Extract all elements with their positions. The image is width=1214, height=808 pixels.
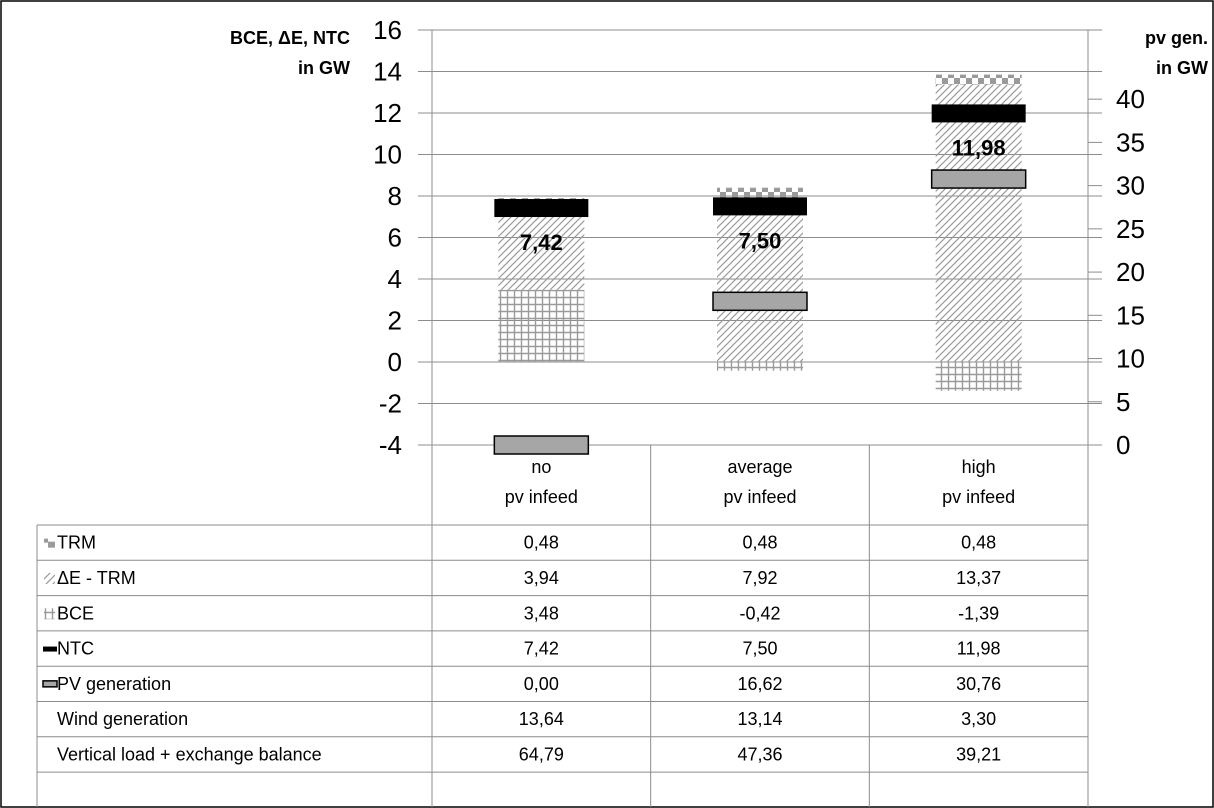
- category-label: pv infeed: [723, 487, 796, 507]
- series-label: NTC: [57, 639, 94, 659]
- bar-segment-delta-e: [498, 208, 585, 290]
- data-label: 7,50: [739, 228, 782, 253]
- table-cell: 0,48: [524, 533, 559, 553]
- right-tick-label: 35: [1116, 127, 1145, 157]
- bar-segment-delta-e: [717, 197, 803, 362]
- table-cell: 0,48: [742, 533, 777, 553]
- table-cell: 7,42: [524, 639, 559, 659]
- left-axis-title: in GW: [298, 58, 350, 78]
- category-label: no: [531, 457, 551, 477]
- left-tick-label: -2: [379, 389, 402, 419]
- table-cell: 64,79: [519, 744, 564, 764]
- table-cell: 7,50: [742, 639, 777, 659]
- category-label: average: [727, 457, 792, 477]
- bar-segment-trm: [717, 187, 803, 198]
- data-label: 7,42: [520, 230, 563, 255]
- legend-key: [42, 680, 58, 688]
- table-cell: 30,76: [956, 674, 1001, 694]
- legend-key: [43, 646, 57, 652]
- left-tick-label: 2: [388, 306, 402, 336]
- right-tick-label: 30: [1116, 171, 1145, 201]
- series-label: Vertical load + exchange balance: [57, 744, 322, 764]
- table-cell: 13,37: [956, 568, 1001, 588]
- table-cell: -0,42: [739, 603, 780, 623]
- right-tick-label: 10: [1116, 344, 1145, 374]
- table-cell: 39,21: [956, 744, 1001, 764]
- plot-area: -4 -2 0 2 4 6 8 10 12 14 16 0 5 10 15 20 25 30 35 40 BCE, ΔE…: [230, 15, 1208, 460]
- table-cell: 3,30: [961, 709, 996, 729]
- right-tick-label: 40: [1116, 84, 1145, 114]
- category-label: high: [962, 457, 996, 477]
- left-tick-label: 16: [373, 15, 402, 45]
- table-cell: -1,39: [958, 603, 999, 623]
- table-cell: 7,92: [742, 568, 777, 588]
- series-label: PV generation: [57, 674, 171, 694]
- series-label: Wind generation: [57, 709, 188, 729]
- table-cell: 13,14: [737, 709, 782, 729]
- legend-key: [44, 572, 55, 584]
- data-label: 11,98: [952, 135, 1006, 160]
- left-tick-label: 6: [388, 223, 402, 253]
- category-label: pv infeed: [505, 487, 578, 507]
- right-tick-label: 5: [1116, 387, 1130, 417]
- bar-segment-bce: [935, 362, 1022, 391]
- legend-table: no pv infeed average pv infeed high pv infeed…: [36, 445, 1089, 807]
- left-tick-label: 10: [373, 140, 402, 170]
- table-cell: 11,98: [957, 639, 1001, 659]
- series-label: BCE: [57, 603, 94, 623]
- marker-ntc: [494, 199, 589, 218]
- bar-segment-bce: [717, 362, 803, 371]
- left-tick-label: 8: [388, 181, 402, 211]
- left-axis-title: BCE, ΔE, NTC: [230, 28, 350, 48]
- marker-ntc: [713, 197, 807, 216]
- left-tick-label: 14: [373, 57, 402, 87]
- right-axis-title: in GW: [1156, 58, 1208, 78]
- bar-segment-delta-e: [935, 84, 1022, 362]
- right-tick-label: 20: [1116, 257, 1145, 287]
- bar-segment-bce: [498, 289, 585, 362]
- marker-pv-generation: [493, 435, 590, 455]
- series-label: TRM: [57, 533, 96, 553]
- category-label: pv infeed: [942, 487, 1015, 507]
- marker-pv-generation: [712, 291, 808, 312]
- legend-key: [44, 608, 55, 620]
- marker-ntc: [931, 104, 1026, 123]
- left-tick-label: -4: [379, 430, 402, 460]
- right-tick-label: 15: [1116, 300, 1145, 330]
- table-cell: 47,36: [737, 744, 782, 764]
- right-axis-title: pv gen.: [1145, 28, 1208, 48]
- table-cell: 0,48: [961, 533, 996, 553]
- left-tick-label: 4: [388, 264, 402, 294]
- table-cell: 3,48: [524, 603, 559, 623]
- right-tick-label: 0: [1116, 430, 1130, 460]
- left-tick-label: 12: [373, 98, 402, 128]
- table-cell: 3,94: [524, 568, 559, 588]
- table-cell: 0,00: [524, 674, 559, 694]
- table-cell: 16,62: [737, 674, 782, 694]
- left-tick-label: 0: [388, 347, 402, 377]
- series-label: ΔE - TRM: [57, 568, 136, 588]
- right-tick-label: 25: [1116, 214, 1145, 244]
- legend-key: [44, 538, 55, 548]
- table-cell: 13,64: [519, 709, 564, 729]
- bar-segment-trm: [935, 74, 1022, 85]
- marker-pv-generation: [930, 169, 1027, 189]
